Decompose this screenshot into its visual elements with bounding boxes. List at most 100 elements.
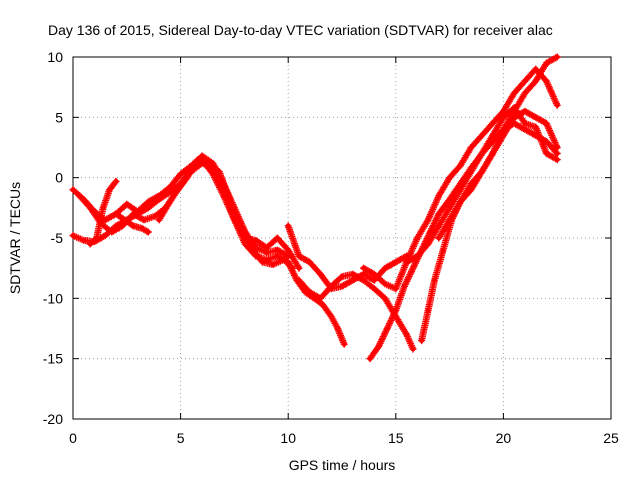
- data-point: [457, 199, 463, 205]
- data-point: [522, 108, 528, 114]
- data-point: [371, 277, 377, 283]
- data-point: [440, 247, 446, 253]
- data-point: [253, 237, 259, 243]
- data-point: [216, 169, 222, 175]
- data-point: [371, 286, 377, 292]
- series-track-n: [403, 119, 561, 266]
- data-point: [511, 120, 517, 126]
- y-axis-label: SDTVAR / TECUs: [7, 182, 23, 294]
- data-point: [436, 235, 442, 241]
- data-point: [70, 187, 76, 193]
- data-point: [259, 259, 265, 265]
- data-point: [543, 151, 549, 157]
- data-point: [350, 277, 356, 283]
- data-point: [447, 175, 453, 181]
- data-point: [376, 344, 382, 350]
- data-point: [152, 213, 158, 219]
- data-point: [414, 235, 420, 241]
- data-point: [554, 157, 560, 163]
- data-point: [533, 66, 539, 72]
- data-point: [145, 199, 151, 205]
- data-point: [382, 265, 388, 271]
- data-point: [522, 90, 528, 96]
- x-axis-label: GPS time / hours: [289, 457, 396, 473]
- data-point: [436, 211, 442, 217]
- data-point: [270, 262, 276, 268]
- data-point: [468, 169, 474, 175]
- chart-title: Day 136 of 2015, Sidereal Day-to-day VTE…: [48, 22, 553, 38]
- data-point: [393, 286, 399, 292]
- data-point: [436, 193, 442, 199]
- x-tick-label: 10: [280, 430, 296, 446]
- data-point: [425, 217, 431, 223]
- data-point: [382, 295, 388, 301]
- data-point: [414, 253, 420, 259]
- data-point: [533, 78, 539, 84]
- data-point: [178, 181, 184, 187]
- y-tick-label: 5: [55, 109, 63, 125]
- data-point: [361, 265, 367, 271]
- series-track-k: [360, 65, 561, 293]
- y-tick-label: 10: [47, 49, 63, 65]
- data-point: [328, 313, 334, 319]
- data-point: [199, 153, 205, 159]
- data-point: [281, 257, 287, 263]
- data-point: [361, 277, 367, 283]
- data-point: [113, 211, 119, 217]
- data-point: [100, 205, 106, 211]
- data-point: [296, 253, 302, 259]
- data-point: [145, 205, 151, 211]
- data-point: [427, 229, 433, 235]
- data-point: [410, 346, 416, 352]
- data-point: [382, 281, 388, 287]
- data-point: [109, 229, 115, 235]
- y-tick-label: -10: [43, 290, 63, 306]
- data-point: [335, 326, 341, 331]
- series-track-g: [284, 222, 411, 293]
- data-point: [102, 233, 108, 239]
- data-point: [122, 217, 128, 223]
- data-point: [393, 259, 399, 265]
- data-point: [317, 271, 323, 277]
- data-point: [401, 283, 407, 289]
- data-point: [393, 307, 399, 313]
- data-point: [296, 277, 302, 283]
- data-point: [511, 108, 517, 114]
- data-point: [296, 265, 302, 271]
- data-point: [113, 178, 119, 184]
- data-point: [425, 307, 431, 313]
- data-point: [432, 277, 438, 283]
- data-point: [447, 205, 453, 211]
- data-point: [500, 108, 506, 114]
- series-track-d: [86, 177, 120, 248]
- data-point: [468, 187, 474, 193]
- data-point: [94, 235, 100, 241]
- y-tick-label: -20: [43, 411, 63, 427]
- x-tick-label: 25: [603, 430, 619, 446]
- data-point: [221, 193, 227, 199]
- data-point: [511, 90, 517, 96]
- data-point: [178, 171, 184, 177]
- data-point: [210, 171, 216, 177]
- data-point: [447, 217, 453, 223]
- data-point: [522, 120, 528, 126]
- data-point: [307, 259, 313, 265]
- data-point: [543, 120, 549, 126]
- data-point: [231, 217, 237, 223]
- data-point: [457, 163, 463, 169]
- data-point: [188, 165, 194, 171]
- data-point: [404, 259, 410, 265]
- data-point: [339, 283, 345, 289]
- data-point: [274, 253, 280, 259]
- data-point: [274, 235, 280, 241]
- data-point: [317, 295, 323, 301]
- data-series: [69, 53, 561, 363]
- data-point: [285, 259, 291, 265]
- data-point: [81, 237, 87, 243]
- data-point: [554, 102, 560, 108]
- series-track-f: [155, 156, 303, 272]
- data-point: [490, 120, 496, 126]
- data-point: [522, 126, 528, 132]
- data-point: [436, 223, 442, 229]
